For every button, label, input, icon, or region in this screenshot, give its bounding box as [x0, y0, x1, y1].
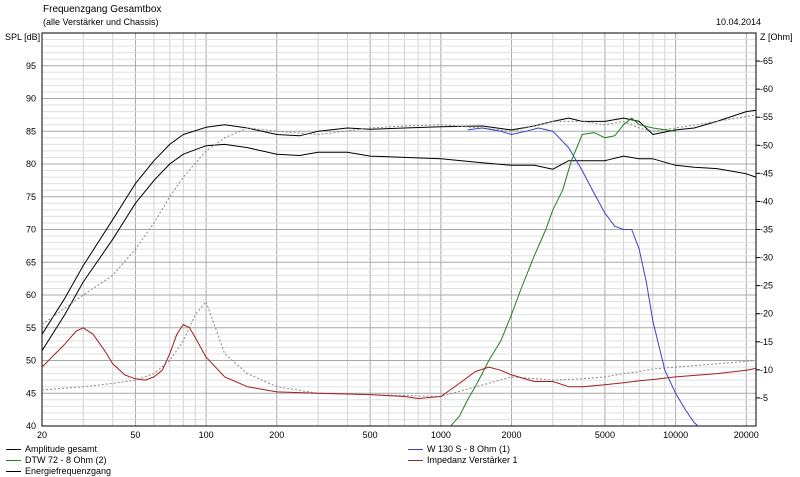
x-tick-label: 20 [37, 430, 47, 440]
y-tick-label: 55 [26, 323, 36, 333]
x-tick-label: 5000 [595, 430, 615, 440]
y-right-tick-label: -60 [760, 84, 773, 94]
legend-item-tweeter: DTW 72 - 8 Ohm (2) [6, 455, 111, 466]
x-tick-label: 500 [363, 430, 378, 440]
y-tick-label: 45 [26, 388, 36, 398]
legend-label: Amplitude gesamt [25, 444, 98, 454]
y-tick-label: 85 [26, 126, 36, 136]
x-tick-label: 2000 [502, 430, 522, 440]
legend-label: Energiefrequenzgang [25, 466, 112, 476]
y-right-tick-label: -25 [760, 281, 773, 291]
legend-item-energy: Energiefrequenzgang [6, 466, 111, 477]
legend-right: W 130 S - 8 Ohm (1) Impedanz Verstärker … [408, 444, 518, 466]
legend-label: W 130 S - 8 Ohm (1) [427, 444, 511, 454]
legend-swatch [6, 460, 21, 461]
legend-label: Impedanz Verstärker 1 [427, 455, 518, 465]
series-line-6 [42, 324, 756, 399]
legend-swatch [408, 449, 423, 450]
y-tick-label: 50 [26, 356, 36, 366]
legend-swatch [6, 471, 21, 472]
y-right-tick-label: -45 [760, 168, 773, 178]
legend-item-amplitude: Amplitude gesamt [6, 444, 111, 455]
y-right-tick-label: -50 [760, 140, 773, 150]
x-tick-label: 1000 [431, 430, 451, 440]
y-tick-label: 60 [26, 290, 36, 300]
legend-left: Amplitude gesamt DTW 72 - 8 Ohm (2) Ener… [6, 444, 111, 477]
y-right-tick-label: -5 [760, 393, 768, 403]
x-tick-label: 100 [199, 430, 214, 440]
y-right-tick-label: -10 [760, 365, 773, 375]
y-right-tick-label: -20 [760, 309, 773, 319]
y-right-tick-label: -15 [760, 337, 773, 347]
y-tick-label: 40 [26, 421, 36, 431]
legend-item-woofer: W 130 S - 8 Ohm (1) [408, 444, 518, 455]
y-axis-label-right: Z [Ohm] [760, 32, 793, 42]
series-line-2 [42, 301, 756, 397]
y-axis-label-left: SPL [dB] [5, 32, 41, 42]
legend-item-impedance: Impedanz Verstärker 1 [408, 455, 518, 466]
y-tick-label: 95 [26, 61, 36, 71]
x-tick-label: 50 [130, 430, 140, 440]
y-tick-label: 70 [26, 225, 36, 235]
y-right-tick-label: -35 [760, 225, 773, 235]
x-tick-label: 10000 [663, 430, 688, 440]
x-tick-label: 200 [269, 430, 284, 440]
y-tick-label: 65 [26, 257, 36, 267]
series-line-5 [450, 117, 676, 426]
series-line-4 [467, 127, 700, 426]
series-line-0 [42, 143, 756, 351]
y-tick-label: 90 [26, 94, 36, 104]
y-right-tick-label: -40 [760, 196, 773, 206]
series-line-1 [42, 109, 756, 335]
y-tick-label: 80 [26, 159, 36, 169]
chart-subtitle: (alle Verstärker und Chassis) [43, 17, 159, 27]
chart-date: 10.04.2014 [716, 17, 762, 27]
y-right-tick-label: -65 [760, 56, 773, 66]
y-right-tick-label: -30 [760, 253, 773, 263]
y-right-tick-label: -55 [760, 112, 773, 122]
legend-swatch [6, 449, 21, 450]
legend-label: DTW 72 - 8 Ohm (2) [25, 455, 107, 465]
legend-swatch [408, 460, 423, 461]
chart-title: Frequenzgang Gesamtbox [43, 4, 162, 15]
y-tick-label: 75 [26, 192, 36, 202]
x-tick-label: 20000 [734, 430, 759, 440]
